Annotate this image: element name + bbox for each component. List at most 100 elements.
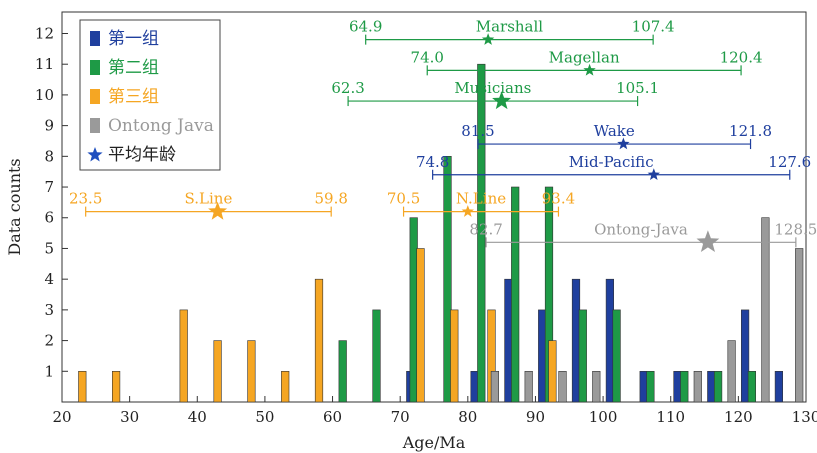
x-tick-label: 30	[120, 408, 139, 426]
bar-group3	[213, 340, 222, 403]
legend-swatch	[90, 89, 100, 104]
range-max-label: 59.8	[314, 190, 347, 208]
range-max-label: 121.8	[729, 122, 772, 140]
bar-ontong	[795, 248, 804, 403]
bar-group2	[612, 309, 621, 403]
age-range-marshall: 64.9 107.4 Marshall	[349, 18, 675, 45]
x-tick-label: 130	[792, 408, 817, 426]
range-min-label: 64.9	[349, 18, 382, 36]
legend-swatch	[90, 31, 100, 46]
y-tick-label: 5	[44, 239, 54, 257]
bar-group2	[409, 217, 418, 403]
y-tick-label: 11	[35, 55, 54, 73]
bar-group3	[548, 340, 557, 403]
y-tick-label: 2	[44, 332, 54, 350]
bar-group2	[477, 63, 486, 403]
bar-group3	[450, 309, 459, 403]
range-min-label: 81.5	[461, 122, 494, 140]
range-name-label: Musicians	[454, 79, 531, 97]
range-name-label: Marshall	[476, 18, 544, 36]
x-tick-label: 110	[656, 408, 685, 426]
bar-group1	[673, 370, 682, 403]
range-name-label: Mid-Pacific	[569, 153, 654, 171]
mean-star-icon	[583, 63, 596, 76]
range-name-label: N.Line	[456, 190, 506, 208]
x-tick-label: 60	[323, 408, 342, 426]
plot-frame	[61, 11, 807, 403]
bar-ontong	[558, 370, 567, 403]
bar-group2	[680, 370, 689, 403]
mean-star-icon	[481, 33, 495, 45]
age-range-ontong-java: 82.7 128.5 Ontong-Java	[469, 220, 817, 252]
x-axis: 20 30 40 50 60 70 80 90 100 110 120 130	[52, 396, 817, 426]
range-min-label: 70.5	[387, 190, 420, 208]
legend-swatch	[90, 60, 100, 75]
range-name-label: S.Line	[185, 190, 233, 208]
range-min-label: 74.0	[411, 48, 444, 66]
y-tick-label: 4	[44, 270, 54, 288]
bar-group2	[372, 309, 381, 403]
x-tick-label: 40	[188, 408, 207, 426]
bar-group2	[443, 156, 452, 403]
mean-star-icon	[461, 205, 474, 217]
bar-group1	[504, 278, 513, 403]
range-max-label: 105.1	[616, 79, 659, 97]
y-tick-label: 3	[44, 301, 54, 319]
age-ranges-layer: 64.9 107.4 Marshall 74.0 120.4 Magellan 62.3 10…	[69, 18, 817, 252]
range-min-label: 74.8	[416, 153, 449, 171]
range-max-label: 93.4	[542, 190, 575, 208]
x-axis-label: Age/Ma	[402, 433, 466, 452]
y-axis-label: Data counts	[5, 158, 24, 255]
legend-label: 平均年龄	[108, 145, 176, 165]
bar-ontong	[727, 340, 736, 403]
bar-ontong	[693, 370, 702, 403]
y-tick-label: 12	[35, 24, 54, 42]
x-tick-label: 80	[458, 408, 477, 426]
bar-group3	[416, 248, 425, 403]
range-min-label: 82.7	[469, 220, 502, 238]
bars-layer	[78, 63, 804, 403]
legend-label: 第二组	[108, 58, 159, 78]
bar-group3	[179, 309, 188, 403]
legend-label: Ontong Java	[108, 116, 214, 136]
y-tick-label: 7	[44, 178, 54, 196]
bar-group1	[774, 370, 783, 403]
mean-star-icon	[208, 201, 228, 220]
x-tick-label: 100	[589, 408, 618, 426]
mean-star-icon	[617, 137, 630, 150]
bar-group2	[338, 340, 347, 403]
x-tick-label: 120	[724, 408, 753, 426]
x-tick-label: 70	[391, 408, 410, 426]
range-name-label: Magellan	[549, 48, 620, 66]
range-min-label: 23.5	[69, 190, 102, 208]
bar-group2	[747, 370, 756, 403]
y-tick-label: 6	[44, 209, 54, 227]
range-max-label: 127.6	[768, 153, 811, 171]
bar-ontong	[761, 217, 770, 403]
legend-swatch	[90, 118, 100, 133]
bar-group3	[78, 370, 87, 403]
y-tick-label: 1	[44, 362, 54, 380]
bar-group1	[740, 309, 750, 403]
bar-ontong	[490, 370, 500, 403]
range-name-label: Wake	[594, 122, 635, 140]
range-name-label: Ontong-Java	[594, 220, 688, 238]
y-tick-label: 8	[44, 147, 54, 165]
bar-group3	[112, 370, 121, 403]
bar-group3	[247, 340, 256, 403]
mean-star-icon	[696, 230, 720, 252]
y-tick-label: 9	[44, 117, 54, 135]
age-range-musicians: 62.3 105.1 Musicians	[331, 79, 659, 110]
range-max-label: 107.4	[632, 18, 675, 36]
mean-star-icon	[647, 168, 660, 180]
x-tick-label: 20	[52, 408, 71, 426]
age-range-n-line: 70.5 93.4 N.Line	[387, 190, 575, 217]
bar-group2	[511, 186, 520, 403]
bar-group2	[713, 370, 723, 403]
bar-ontong	[592, 370, 601, 403]
bar-group1	[571, 278, 581, 403]
mean-star-icon	[492, 91, 512, 110]
legend-label: 第三组	[108, 87, 159, 107]
